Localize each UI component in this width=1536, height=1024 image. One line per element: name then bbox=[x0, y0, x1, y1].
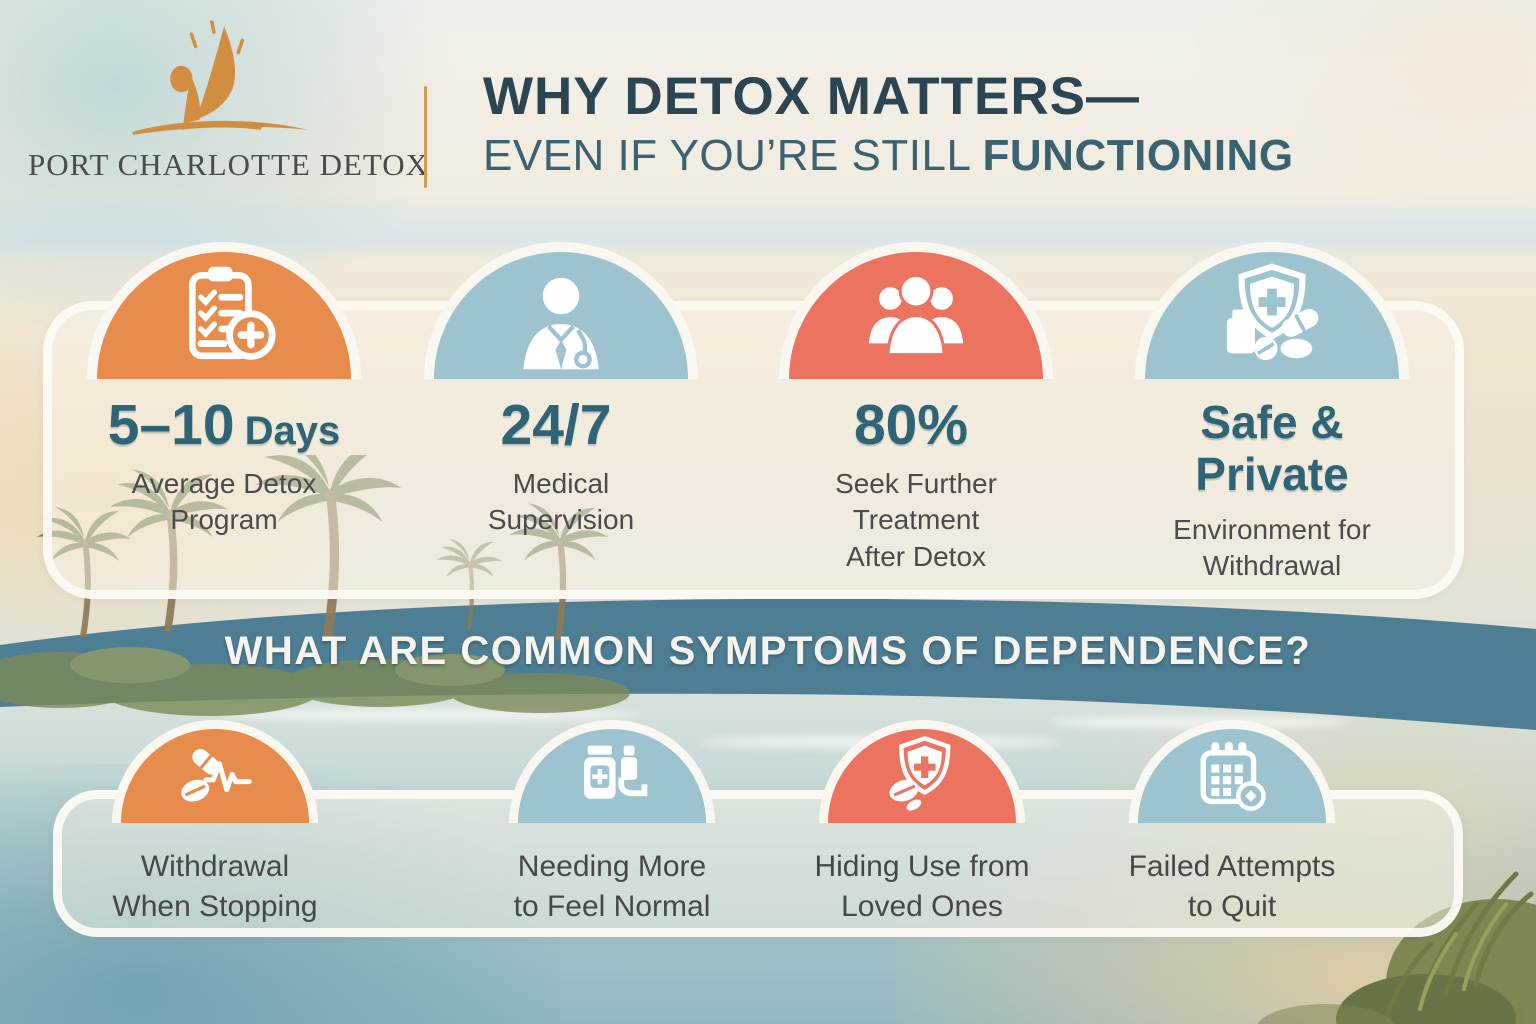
title-line2: EVEN IF YOU’RE STILL FUNCTIONING bbox=[483, 132, 1294, 180]
symptom-card-failed-quit: Failed Attempts to Quit bbox=[1052, 720, 1412, 927]
stat-card-further-treatment: 80% Seek Further Treatment After Detox bbox=[736, 242, 1096, 575]
title-line1: WHY DETOX MATTERS— bbox=[483, 67, 1140, 126]
medicine-bottle-inhaler-icon bbox=[509, 720, 715, 823]
header-divider bbox=[424, 86, 427, 188]
people-group-icon bbox=[779, 242, 1053, 379]
section-banner: WHAT ARE COMMON SYMPTOMS OF DEPENDENCE? bbox=[224, 629, 1312, 673]
stat-value: 24/7 bbox=[500, 393, 612, 457]
symptom-label: Needing More to Feel Normal bbox=[513, 850, 711, 923]
page-title: WHY DETOX MATTERS— EVEN IF YOU’RE STILL … bbox=[483, 67, 1294, 181]
stat-card-supervision: 24/7 Medical Supervision bbox=[381, 242, 741, 539]
pills-heartbeat-icon bbox=[112, 720, 318, 823]
stat-label: Environment for Withdrawal bbox=[1173, 514, 1371, 582]
title-line2-bold: FUNCTIONING bbox=[982, 131, 1294, 181]
symptom-label: Hiding Use from Loved Ones bbox=[814, 850, 1030, 923]
logo: PORT CHARLOTTE DETOX bbox=[28, 20, 430, 183]
sailboat-sun-icon bbox=[132, 20, 308, 135]
brand-name: PORT CHARLOTTE DETOX bbox=[28, 147, 430, 182]
stat-value: 5–10 Days bbox=[107, 393, 341, 457]
symptom-card-withdrawal: Withdrawal When Stopping bbox=[35, 720, 395, 927]
stat-label: Seek Further Treatment After Detox bbox=[835, 468, 997, 572]
symptom-label: Withdrawal When Stopping bbox=[112, 850, 318, 923]
doctor-icon bbox=[424, 242, 698, 379]
symptom-card-tolerance: Needing More to Feel Normal bbox=[432, 720, 792, 927]
stat-value: Safe & Private bbox=[1195, 396, 1349, 500]
calendar-icon bbox=[1129, 720, 1335, 823]
stat-value: 80% bbox=[853, 393, 969, 457]
shield-pill-icon bbox=[819, 720, 1025, 823]
stat-card-detox-length: 5–10 Days Average Detox Program bbox=[44, 242, 404, 539]
clipboard-medical-icon bbox=[87, 242, 361, 379]
stat-value-suffix: Days bbox=[244, 409, 341, 453]
stat-label: Medical Supervision bbox=[487, 468, 635, 536]
symptom-label: Failed Attempts to Quit bbox=[1128, 850, 1336, 923]
stat-label: Average Detox Program bbox=[131, 468, 317, 536]
shield-pills-icon bbox=[1135, 242, 1409, 379]
title-line2-regular: EVEN IF YOU’RE STILL bbox=[483, 131, 983, 181]
symptom-card-hiding-use: Hiding Use from Loved Ones bbox=[742, 720, 1102, 927]
stat-card-safe-private: Safe & Private Environment for Withdrawa… bbox=[1092, 242, 1452, 585]
